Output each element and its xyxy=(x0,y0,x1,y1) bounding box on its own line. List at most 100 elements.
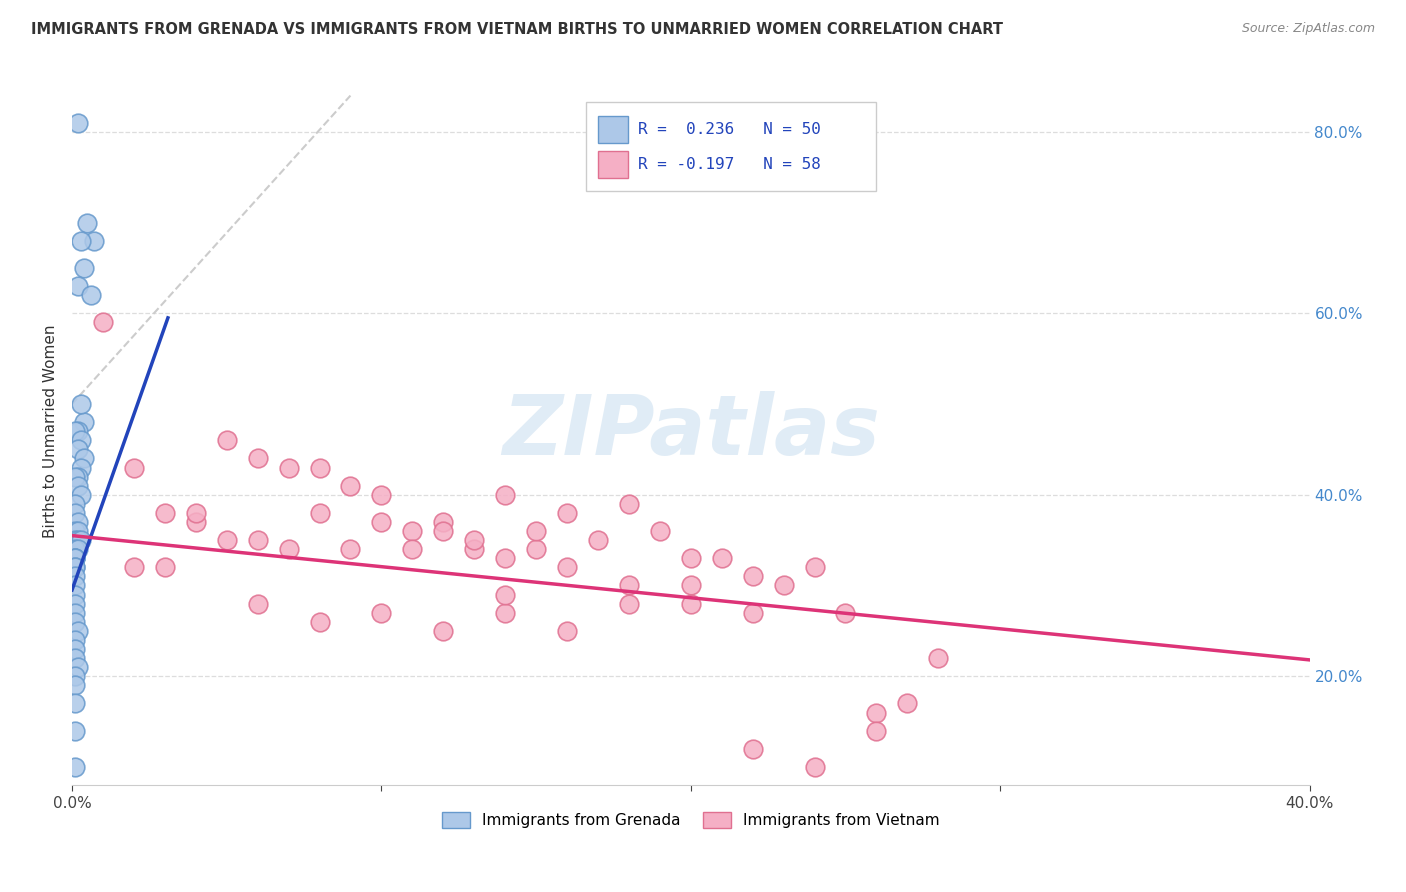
Point xyxy=(772,578,794,592)
Point xyxy=(308,460,330,475)
Text: R =  0.236   N = 50: R = 0.236 N = 50 xyxy=(637,121,821,136)
Point xyxy=(70,397,93,411)
Point xyxy=(153,506,176,520)
Point xyxy=(494,551,516,566)
Point xyxy=(63,678,86,692)
Point xyxy=(308,615,330,629)
Bar xyxy=(585,103,876,191)
Point xyxy=(339,479,361,493)
Point xyxy=(401,542,423,557)
Point xyxy=(896,697,918,711)
Point xyxy=(339,542,361,557)
Point xyxy=(91,315,114,329)
Point xyxy=(277,460,299,475)
Point xyxy=(67,542,90,557)
Point xyxy=(246,597,269,611)
Point xyxy=(63,560,86,574)
Point xyxy=(308,506,330,520)
Point xyxy=(865,723,887,738)
Point xyxy=(63,606,86,620)
Point xyxy=(63,569,86,583)
Point xyxy=(586,533,609,548)
Point xyxy=(63,615,86,629)
Point xyxy=(63,760,86,774)
Point xyxy=(63,669,86,683)
Bar xyxy=(598,151,627,178)
Point xyxy=(555,506,578,520)
Point xyxy=(70,488,93,502)
Point xyxy=(83,234,105,248)
Point xyxy=(803,760,825,774)
Point xyxy=(63,588,86,602)
Point xyxy=(63,542,86,557)
Point xyxy=(370,515,392,529)
Point xyxy=(63,642,86,657)
Point xyxy=(73,260,96,275)
Point xyxy=(67,524,90,538)
Point xyxy=(184,515,207,529)
Point xyxy=(370,606,392,620)
Text: ZIPatlas: ZIPatlas xyxy=(502,391,880,472)
Point xyxy=(679,597,702,611)
Bar xyxy=(598,116,627,143)
Point xyxy=(246,451,269,466)
Point xyxy=(834,606,856,620)
Point xyxy=(432,624,454,638)
Point xyxy=(76,216,98,230)
Point xyxy=(67,533,90,548)
Point xyxy=(63,497,86,511)
Point xyxy=(122,460,145,475)
Point xyxy=(67,624,90,638)
Point xyxy=(63,560,86,574)
Point xyxy=(741,569,763,583)
Text: IMMIGRANTS FROM GRENADA VS IMMIGRANTS FROM VIETNAM BIRTHS TO UNMARRIED WOMEN COR: IMMIGRANTS FROM GRENADA VS IMMIGRANTS FR… xyxy=(31,22,1002,37)
Point xyxy=(67,469,90,483)
Point xyxy=(79,288,101,302)
Point xyxy=(277,542,299,557)
Point xyxy=(803,560,825,574)
Point xyxy=(63,506,86,520)
Point xyxy=(67,424,90,438)
Point xyxy=(370,488,392,502)
Point xyxy=(63,551,86,566)
Point xyxy=(70,234,93,248)
Y-axis label: Births to Unmarried Women: Births to Unmarried Women xyxy=(44,325,58,538)
Text: Source: ZipAtlas.com: Source: ZipAtlas.com xyxy=(1241,22,1375,36)
Point xyxy=(70,460,93,475)
Point xyxy=(679,551,702,566)
Point xyxy=(63,578,86,592)
Point xyxy=(617,597,640,611)
Point xyxy=(679,578,702,592)
Point xyxy=(73,415,96,429)
Point xyxy=(63,723,86,738)
Point xyxy=(67,116,90,130)
Point xyxy=(70,434,93,448)
Point xyxy=(432,515,454,529)
Point xyxy=(215,434,238,448)
Point xyxy=(67,515,90,529)
Point xyxy=(555,624,578,638)
Point xyxy=(524,524,547,538)
Point xyxy=(555,560,578,574)
Point xyxy=(494,488,516,502)
Point xyxy=(67,660,90,674)
Point xyxy=(63,551,86,566)
Point xyxy=(63,632,86,647)
Point xyxy=(648,524,671,538)
Point xyxy=(494,588,516,602)
Point xyxy=(67,479,90,493)
Point xyxy=(710,551,733,566)
Point xyxy=(122,560,145,574)
Point xyxy=(63,533,86,548)
Point xyxy=(63,469,86,483)
Point xyxy=(463,533,485,548)
Point xyxy=(524,542,547,557)
Point xyxy=(70,533,93,548)
Text: R = -0.197   N = 58: R = -0.197 N = 58 xyxy=(637,157,821,172)
Point xyxy=(494,606,516,620)
Point xyxy=(927,651,949,665)
Point xyxy=(741,741,763,756)
Point xyxy=(63,651,86,665)
Point xyxy=(67,442,90,457)
Point xyxy=(63,524,86,538)
